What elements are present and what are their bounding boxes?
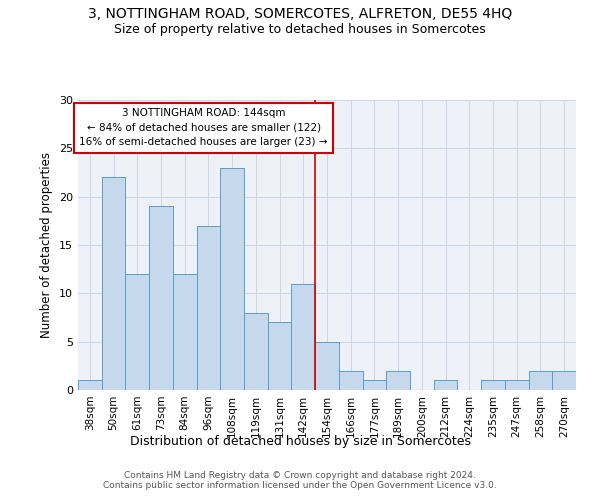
- Bar: [197, 226, 220, 390]
- Text: Size of property relative to detached houses in Somercotes: Size of property relative to detached ho…: [114, 22, 486, 36]
- Bar: [268, 322, 292, 390]
- Bar: [529, 370, 552, 390]
- Bar: [102, 178, 125, 390]
- Bar: [505, 380, 529, 390]
- Bar: [292, 284, 315, 390]
- Bar: [362, 380, 386, 390]
- Bar: [125, 274, 149, 390]
- Text: 3, NOTTINGHAM ROAD, SOMERCOTES, ALFRETON, DE55 4HQ: 3, NOTTINGHAM ROAD, SOMERCOTES, ALFRETON…: [88, 8, 512, 22]
- Text: Distribution of detached houses by size in Somercotes: Distribution of detached houses by size …: [130, 435, 470, 448]
- Text: Contains HM Land Registry data © Crown copyright and database right 2024.
Contai: Contains HM Land Registry data © Crown c…: [103, 470, 497, 490]
- Bar: [173, 274, 197, 390]
- Y-axis label: Number of detached properties: Number of detached properties: [40, 152, 53, 338]
- Bar: [78, 380, 102, 390]
- Bar: [220, 168, 244, 390]
- Bar: [315, 342, 339, 390]
- Bar: [244, 312, 268, 390]
- Text: 3 NOTTINGHAM ROAD: 144sqm
← 84% of detached houses are smaller (122)
16% of semi: 3 NOTTINGHAM ROAD: 144sqm ← 84% of detac…: [79, 108, 328, 148]
- Bar: [552, 370, 576, 390]
- Bar: [481, 380, 505, 390]
- Bar: [149, 206, 173, 390]
- Bar: [434, 380, 457, 390]
- Bar: [386, 370, 410, 390]
- Bar: [339, 370, 362, 390]
